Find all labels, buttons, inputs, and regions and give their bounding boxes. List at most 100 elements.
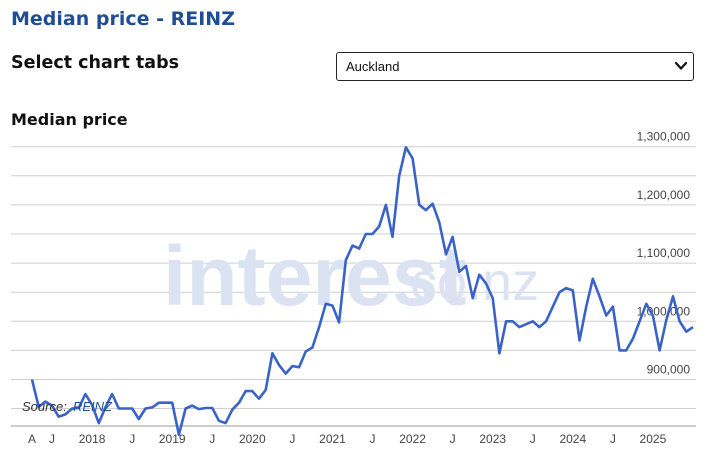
data-point <box>104 406 107 409</box>
source-name: REINZ <box>73 399 113 414</box>
data-point <box>678 320 681 323</box>
data-point <box>518 326 521 329</box>
data-point <box>685 330 688 333</box>
data-point <box>111 393 114 396</box>
data-point <box>572 289 575 292</box>
x-tick-label: 2022 <box>399 432 426 446</box>
data-point <box>91 404 94 407</box>
data-point <box>278 364 281 367</box>
data-point <box>645 303 648 306</box>
x-tick-label: 2020 <box>239 432 266 446</box>
data-point <box>431 202 434 205</box>
data-point <box>511 320 514 323</box>
x-tick-label: 2019 <box>159 432 186 446</box>
x-tick-label: J <box>530 432 536 446</box>
data-point <box>178 433 181 436</box>
data-point <box>124 407 127 410</box>
data-point <box>71 407 74 410</box>
data-point <box>458 271 461 274</box>
chart-tabs-label: Select chart tabs <box>11 53 180 73</box>
data-point <box>445 253 448 256</box>
data-point <box>505 320 508 323</box>
source-label: Source: <box>22 399 67 414</box>
x-tick-label: 2023 <box>479 432 506 446</box>
data-point <box>264 389 267 392</box>
data-point <box>465 265 468 268</box>
y-tick-label: 900,000 <box>647 363 691 377</box>
data-point <box>151 406 154 409</box>
data-point <box>592 278 595 281</box>
watermark: interest .co.nz <box>163 229 539 323</box>
data-point <box>658 349 661 352</box>
data-point <box>238 401 241 404</box>
y-tick-label: 1,100,000 <box>637 246 691 260</box>
series-line <box>30 146 694 436</box>
data-point <box>304 350 307 353</box>
x-tick-label: J <box>610 432 616 446</box>
data-point <box>438 221 441 224</box>
y-tick-label: 1,300,000 <box>637 130 691 144</box>
x-tick-label: 2024 <box>559 432 586 446</box>
y-tick-label: 1,000,000 <box>637 304 691 318</box>
data-point <box>478 273 481 276</box>
data-point <box>625 349 628 352</box>
x-tick-label: J <box>49 432 55 446</box>
data-point <box>184 407 187 410</box>
data-point <box>598 295 601 298</box>
data-point <box>144 407 147 410</box>
x-tick-label: 2021 <box>319 432 346 446</box>
data-point <box>318 326 321 329</box>
data-point <box>672 295 675 298</box>
data-point <box>525 323 528 326</box>
data-point <box>204 407 207 410</box>
data-point <box>211 407 214 410</box>
y-axis-ticks: 900,000 1,000,000 1,100,000 1,200,000 1,300,… <box>637 130 691 377</box>
data-point <box>218 420 221 423</box>
data-point <box>425 209 428 212</box>
data-point <box>451 236 454 239</box>
data-point <box>64 413 67 416</box>
x-tick-label: 2025 <box>640 432 667 446</box>
data-point <box>378 225 381 228</box>
data-point <box>325 303 328 306</box>
data-point <box>585 305 588 308</box>
region-select[interactable]: Auckland <box>336 52 694 81</box>
data-point <box>358 247 361 250</box>
data-point <box>57 415 60 418</box>
data-point <box>131 407 134 410</box>
data-point <box>418 204 421 207</box>
x-tick-label: J <box>289 432 295 446</box>
watermark-domain: .co.nz <box>395 252 539 312</box>
data-point <box>558 291 561 294</box>
data-point <box>612 305 615 308</box>
gridlines <box>11 146 696 427</box>
data-point <box>365 233 368 236</box>
data-point <box>485 282 488 285</box>
data-point <box>351 244 354 247</box>
page-title: Median price - REINZ <box>11 8 235 30</box>
data-point <box>331 304 334 307</box>
data-point <box>471 297 474 300</box>
data-point <box>118 407 121 410</box>
region-select-value: Auckland <box>346 59 400 74</box>
data-point <box>244 390 247 393</box>
data-point <box>652 314 655 317</box>
data-point <box>164 401 167 404</box>
x-tick-label: 2018 <box>79 432 106 446</box>
data-point <box>632 337 635 340</box>
x-tick-label: A <box>28 432 36 446</box>
x-axis-ticks: A J 2018 J 2019 J 2020 J 2021 J 2022 J 2023 J 2024 J 202… <box>28 432 667 446</box>
data-point <box>51 404 54 407</box>
data-point <box>258 397 261 400</box>
data-point <box>371 233 374 236</box>
y-tick-label: 1,200,000 <box>637 188 691 202</box>
data-point <box>338 321 341 324</box>
data-point <box>491 297 494 300</box>
data-point <box>565 287 568 290</box>
data-point <box>77 407 80 410</box>
data-point <box>284 372 287 375</box>
x-tick-label: J <box>209 432 215 446</box>
data-point <box>311 346 314 349</box>
data-point <box>84 393 87 396</box>
data-point <box>291 365 294 368</box>
